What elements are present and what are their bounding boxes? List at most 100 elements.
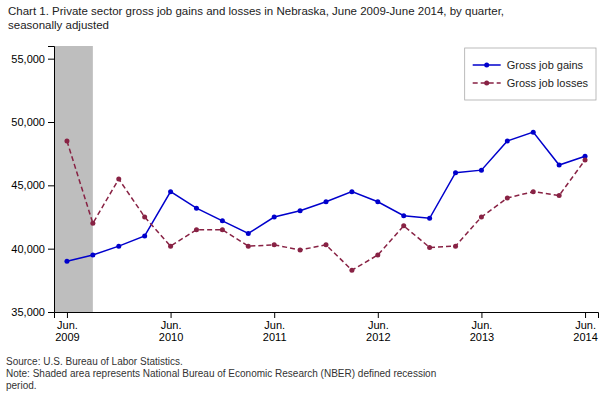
x-tick-label-line: 2012 — [366, 331, 390, 343]
series-point — [168, 189, 173, 194]
series-point — [531, 189, 536, 194]
x-tick: Jun.2013 — [470, 312, 494, 343]
y-tick-mark — [48, 312, 54, 313]
x-tick-label-line: 2010 — [159, 331, 183, 343]
annotation-line: period. — [6, 380, 37, 391]
series-point — [479, 168, 484, 173]
series-point — [64, 259, 69, 264]
y-tick: 40,000 — [11, 243, 54, 255]
x-tick-label: Jun.2011 — [263, 319, 287, 344]
y-tick-label: 45,000 — [11, 179, 45, 191]
annotation-line: Source: U.S. Bureau of Labor Statistics. — [6, 356, 183, 367]
y-tick-mark — [48, 185, 54, 186]
legend-box — [465, 48, 596, 100]
title-line: Chart 1. Private sector gross job gains … — [8, 5, 504, 17]
series — [64, 139, 587, 273]
x-axis-line — [55, 313, 599, 319]
x-tick-mark — [378, 312, 379, 318]
series-point — [557, 163, 562, 168]
series-point — [375, 199, 380, 204]
y-tick-mark — [48, 249, 54, 250]
title-line: seasonally adjusted — [8, 19, 109, 31]
y-tick: 35,000 — [11, 306, 54, 318]
series-point — [194, 206, 199, 211]
y-tick-label: 50,000 — [11, 116, 45, 128]
legend-marker — [484, 63, 489, 68]
y-tick-mark — [48, 122, 54, 123]
y-tick-label: 35,000 — [11, 306, 45, 318]
series-point — [194, 227, 199, 232]
x-tick-label-line: 2014 — [573, 331, 597, 343]
series-point — [246, 231, 251, 236]
marks — [54, 46, 588, 312]
x-tick-label-line: Jun. — [575, 319, 596, 331]
series-point — [557, 193, 562, 198]
x-tick-label-line: Jun. — [57, 319, 78, 331]
x-axis: Jun.2009Jun.2010Jun.2011Jun.2012Jun.2013… — [55, 312, 599, 343]
series-point — [349, 268, 354, 273]
series-point — [531, 130, 536, 135]
y-tick: 55,000 — [11, 53, 54, 65]
series-point — [453, 170, 458, 175]
y-tick-label: 40,000 — [11, 243, 45, 255]
legend-marker — [484, 81, 489, 86]
x-tick: Jun.2010 — [159, 312, 183, 343]
title: Chart 1. Private sector gross job gains … — [8, 5, 504, 31]
legend-label: Gross job losses — [507, 77, 589, 89]
x-tick-label: Jun.2009 — [55, 319, 79, 344]
series-line — [67, 132, 585, 261]
series-point — [220, 218, 225, 223]
shaded-region — [54, 46, 93, 312]
x-tick-label-line: Jun. — [368, 319, 389, 331]
legend: Gross job gains Gross job losses — [465, 48, 596, 100]
chart-svg: Chart 1. Private sector gross job gains … — [0, 0, 612, 394]
series-point — [246, 244, 251, 249]
legend-item: Gross job gains — [473, 59, 584, 71]
series-point — [427, 245, 432, 250]
x-tick-label: Jun.2013 — [470, 319, 494, 344]
x-tick: Jun.2012 — [366, 312, 390, 343]
x-tick-mark — [274, 312, 275, 318]
x-tick-label: Jun.2012 — [366, 319, 390, 344]
x-tick-label: Jun.2010 — [159, 319, 183, 344]
legend-item: Gross job losses — [473, 77, 589, 89]
series-line — [67, 141, 585, 270]
x-tick: Jun.2014 — [573, 312, 597, 343]
series-point — [142, 215, 147, 220]
series-point — [90, 221, 95, 226]
y-axis: 35,000 40,000 45,000 50,000 55,000 — [11, 47, 54, 319]
series-point — [272, 242, 277, 247]
y-axis-line — [48, 47, 55, 313]
series-point — [90, 253, 95, 258]
series-point — [453, 244, 458, 249]
x-tick-label-line: 2009 — [55, 331, 79, 343]
series — [64, 130, 587, 264]
x-tick-label-line: Jun. — [472, 319, 493, 331]
series-point — [375, 253, 380, 258]
series-point — [116, 244, 121, 249]
y-tick: 45,000 — [11, 179, 54, 191]
x-tick-mark — [585, 312, 586, 318]
x-tick-label-line: Jun. — [161, 319, 182, 331]
x-tick-label-line: 2013 — [470, 331, 494, 343]
y-tick-label: 55,000 — [11, 53, 45, 65]
series-point — [427, 216, 432, 221]
series-point — [324, 199, 329, 204]
series-point — [272, 215, 277, 220]
series-point — [401, 213, 406, 218]
series-point — [64, 139, 69, 144]
series-point — [298, 247, 303, 252]
series-point — [401, 223, 406, 228]
chart-container: Chart 1. Private sector gross job gains … — [0, 0, 612, 394]
x-tick-mark — [67, 312, 68, 318]
series-point — [116, 177, 121, 182]
x-tick: Jun.2011 — [263, 312, 287, 343]
series-point — [505, 196, 510, 201]
legend-label: Gross job gains — [507, 59, 584, 71]
series-point — [583, 158, 588, 163]
series-point — [479, 215, 484, 220]
series-point — [298, 208, 303, 213]
series-point — [324, 242, 329, 247]
x-tick-label-line: 2011 — [263, 331, 287, 343]
series-point — [220, 227, 225, 232]
